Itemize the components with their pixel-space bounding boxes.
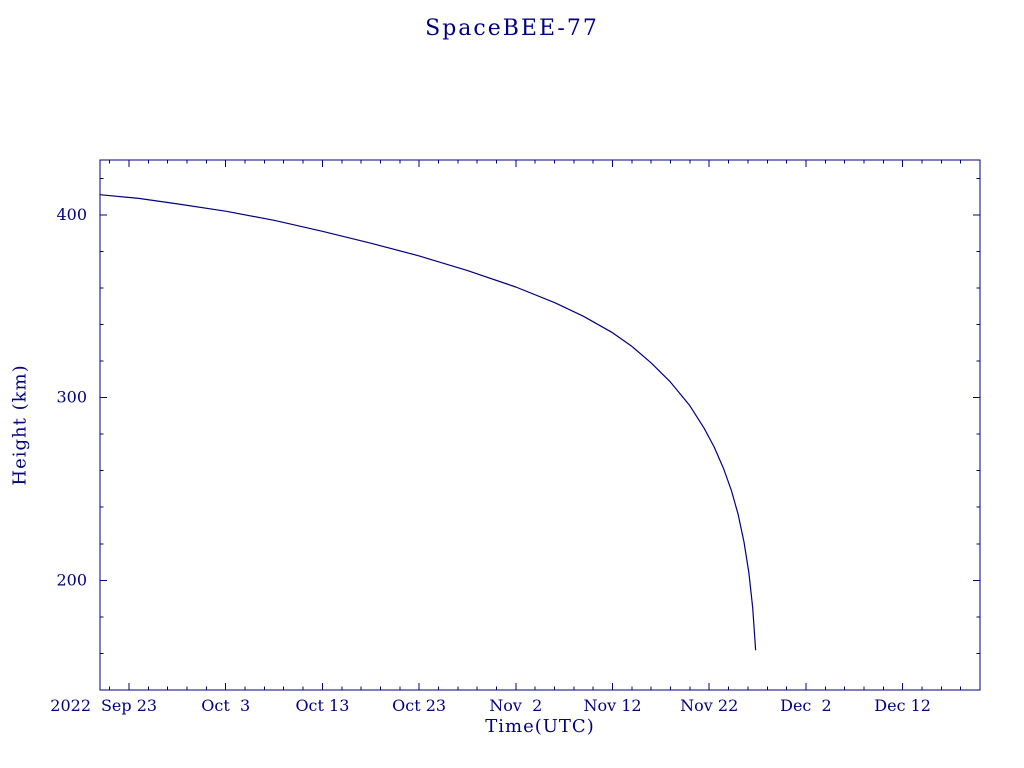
y-tick-label: 300 bbox=[56, 388, 87, 407]
y-tick-label: 400 bbox=[56, 205, 87, 224]
x-tick-label: Oct 13 bbox=[295, 696, 349, 715]
x-tick-label: Nov 22 bbox=[680, 696, 738, 715]
year-label: 2022 bbox=[50, 696, 91, 715]
chart-title: SpaceBEE-77 bbox=[425, 16, 599, 41]
x-tick-label: Oct 3 bbox=[201, 696, 250, 715]
y-tick-label: 200 bbox=[56, 570, 87, 589]
x-tick-label: Dec 2 bbox=[780, 696, 832, 715]
x-tick-label: Nov 12 bbox=[583, 696, 641, 715]
decay-curve bbox=[99, 194, 757, 651]
x-tick-label: Dec 12 bbox=[874, 696, 931, 715]
plot-border bbox=[99, 159, 981, 691]
x-axis-label: Time(UTC) bbox=[485, 716, 595, 737]
x-tick-label: Sep 23 bbox=[101, 696, 157, 715]
x-tick-label: Nov 2 bbox=[489, 696, 542, 715]
x-tick-label: Oct 23 bbox=[392, 696, 446, 715]
y-axis-label: Height (km) bbox=[9, 364, 31, 486]
